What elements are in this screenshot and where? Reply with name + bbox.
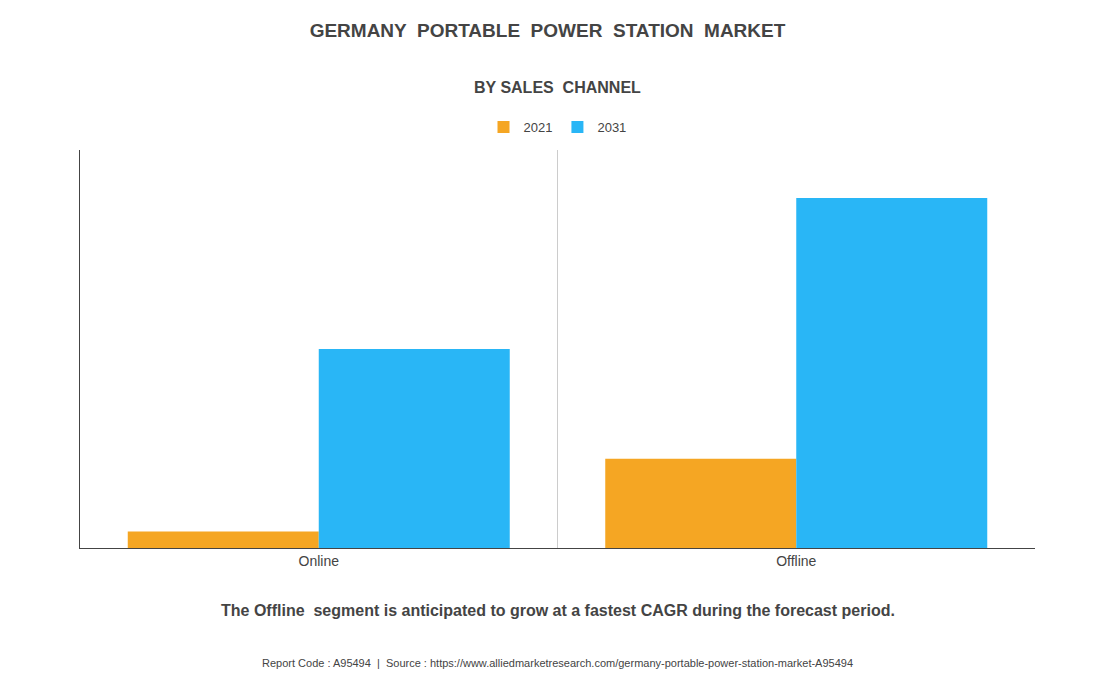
svg-text:Online: Online: [299, 553, 340, 569]
svg-text:GERMANY PORTABLE POWER STAT: GERMANY PORTABLE POWER STATION MARKET: [310, 20, 786, 41]
svg-text:2031: 2031: [597, 120, 626, 135]
svg-text:BY SALES CHANNEL: BY SALES CHANNEL: [474, 79, 641, 96]
svg-text:Offline: Offline: [776, 553, 816, 569]
svg-text:Report Code : A95494 | Sourc: Report Code : A95494 | Source : https://…: [262, 657, 853, 669]
svg-text:The Offline segment is antici: The Offline segment is anticipated to gr…: [221, 602, 895, 619]
svg-text:2021: 2021: [524, 120, 553, 135]
